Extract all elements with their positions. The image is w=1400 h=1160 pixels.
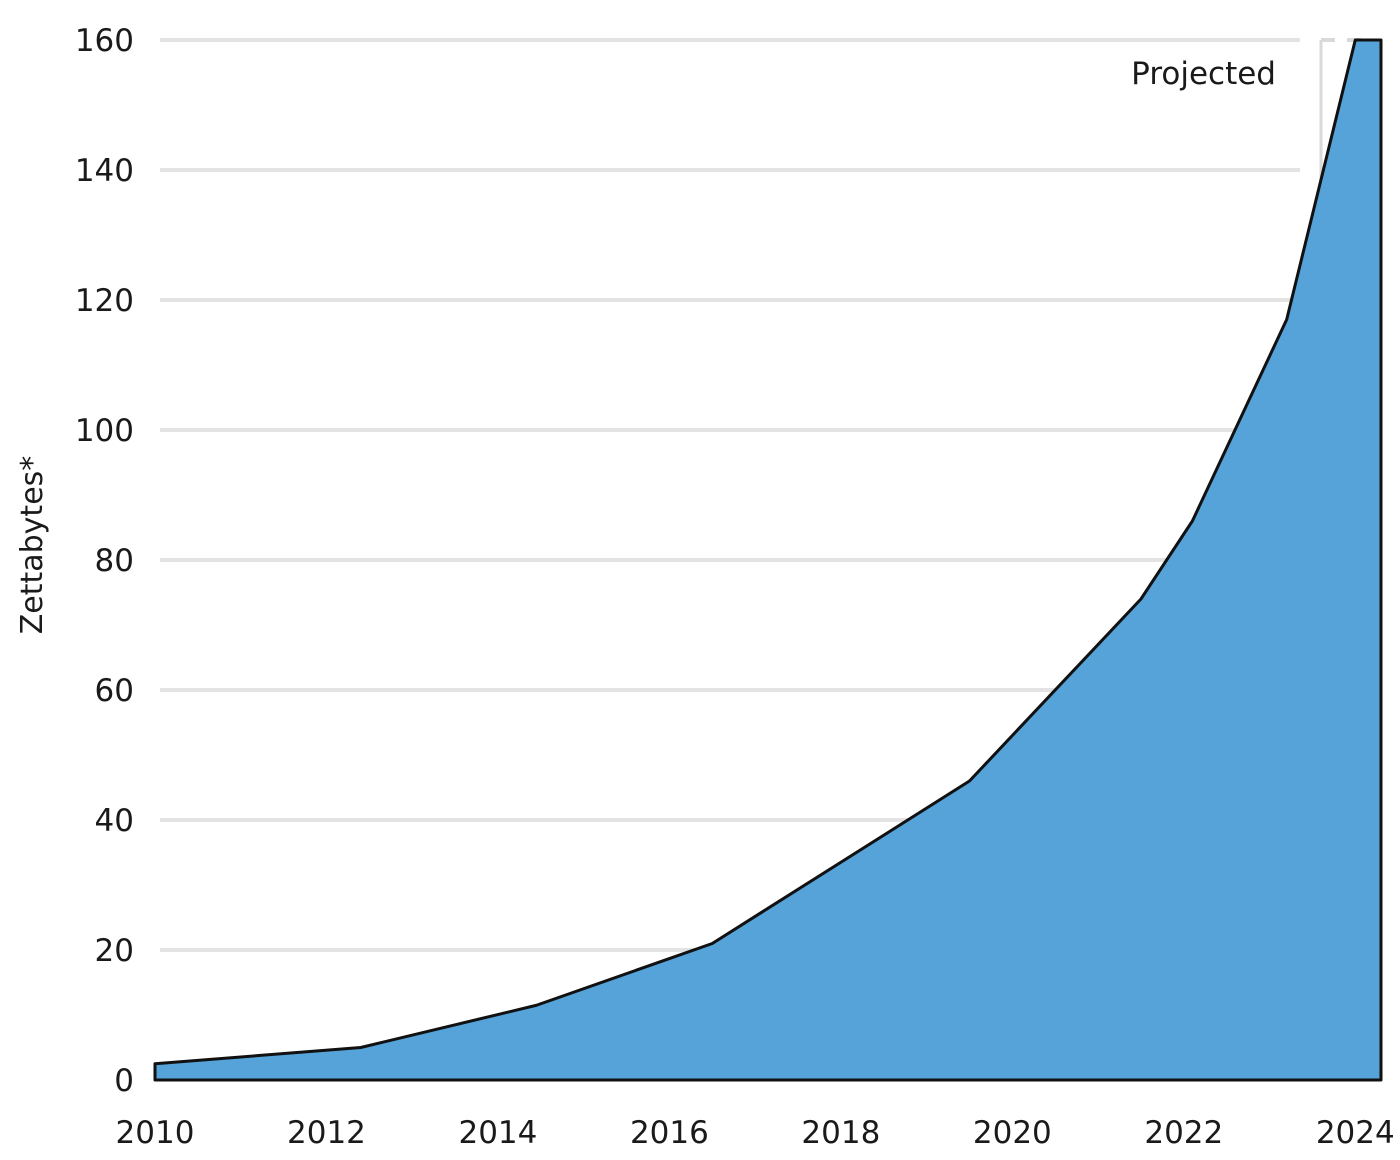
y-tick-label: 120	[75, 283, 134, 319]
projected-annotation: Projected	[1131, 56, 1276, 92]
area-series	[153, 38, 1383, 1082]
y-tick-label: 140	[75, 153, 134, 189]
x-tick-label: 2014	[458, 1115, 537, 1151]
y-axis-title: Zettabytes*	[15, 456, 50, 635]
x-axis-tick-labels: 2010 2012 2014 2016 2018 2020 2022 2024	[116, 1115, 1395, 1151]
x-tick-label: 2010	[116, 1115, 195, 1151]
x-tick-label: 2016	[630, 1115, 709, 1151]
gridlines	[160, 38, 1300, 952]
y-tick-label: 160	[75, 23, 134, 59]
y-tick-label: 40	[95, 803, 134, 839]
y-tick-label: 100	[75, 413, 134, 449]
y-tick-label: 0	[114, 1063, 134, 1099]
x-tick-label: 2012	[287, 1115, 366, 1151]
x-tick-label: 2024	[1316, 1115, 1395, 1151]
y-axis-tick-labels: 0 20 40 60 80 100 120 140 160	[75, 23, 134, 1099]
y-tick-label: 80	[95, 543, 134, 579]
x-tick-label: 2018	[801, 1115, 880, 1151]
y-tick-label: 60	[95, 673, 134, 709]
x-tick-label: 2020	[973, 1115, 1052, 1151]
y-tick-label: 20	[95, 933, 134, 969]
x-tick-label: 2022	[1144, 1115, 1223, 1151]
